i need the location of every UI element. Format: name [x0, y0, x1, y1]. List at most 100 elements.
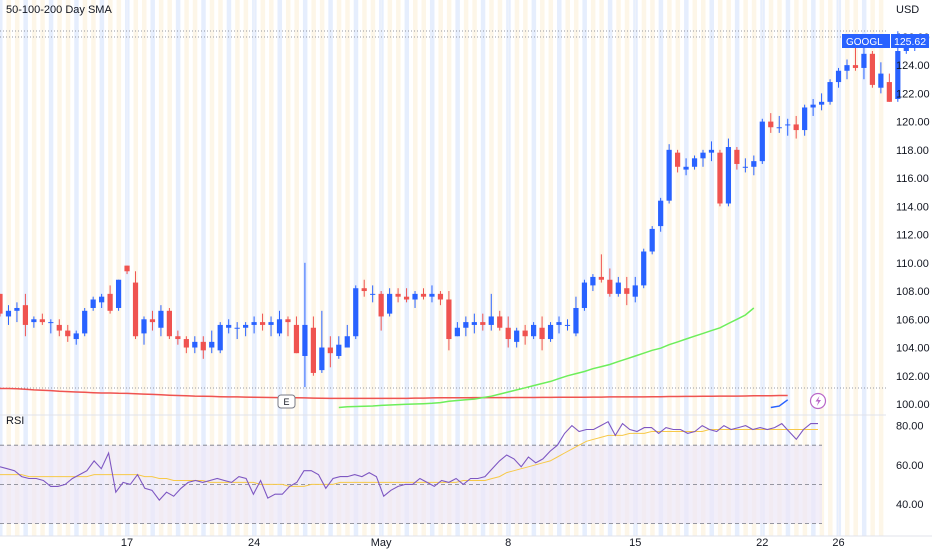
- rsi-pane: [0, 414, 886, 524]
- candle-body: [353, 288, 359, 337]
- candle-body: [717, 152, 723, 204]
- candle-body: [852, 65, 859, 68]
- candle-body: [319, 347, 325, 371]
- candle-body: [869, 53, 876, 85]
- session-shade: [853, 0, 858, 536]
- currency-label: USD: [896, 4, 919, 16]
- candle-body: [556, 322, 562, 325]
- earnings-marker[interactable]: E: [277, 394, 296, 409]
- candle-body: [82, 310, 88, 334]
- session-shade: [616, 0, 621, 536]
- candle-body: [395, 293, 401, 297]
- session-shade: [141, 0, 147, 536]
- candle-body: [437, 293, 444, 300]
- candle-body: [895, 51, 901, 100]
- session-shade: [14, 0, 20, 536]
- session-shade: [650, 0, 655, 536]
- price-tick-label: 124.00: [896, 60, 930, 72]
- session-shade: [489, 0, 494, 536]
- time-tick-label: 22: [756, 537, 768, 549]
- session-shade: [531, 0, 537, 536]
- candle-body: [827, 82, 833, 102]
- candle-body: [226, 324, 232, 328]
- session-shade: [590, 0, 596, 536]
- session-shade: [743, 0, 748, 536]
- candle-body: [175, 336, 181, 340]
- session-shade: [480, 0, 486, 536]
- session-shade: [472, 0, 477, 536]
- session-shade: [319, 0, 325, 536]
- session-shade: [235, 0, 240, 536]
- session-shade: [6, 0, 11, 536]
- candle-body: [878, 73, 884, 88]
- session-shade: [794, 0, 799, 536]
- time-tick-label: 17: [121, 537, 133, 549]
- session-shade: [497, 0, 503, 536]
- candle-body: [158, 310, 164, 328]
- candle-body: [22, 305, 29, 325]
- price-tick-label: 114.00: [896, 201, 929, 213]
- session-shade: [802, 0, 808, 536]
- session-shade: [624, 0, 630, 536]
- price-axis[interactable]: 100.00 102.00 104.00 106.00 108.00 110.00 112.…: [896, 32, 930, 511]
- session-shade: [777, 0, 782, 536]
- session-shade: [828, 0, 833, 536]
- candlestick-series: [0, 31, 918, 388]
- session-shade: [57, 0, 62, 536]
- alert-icon[interactable]: [809, 392, 827, 410]
- candle-body: [285, 319, 291, 323]
- session-shade: [845, 0, 850, 536]
- sma-blue-line: [770, 399, 789, 409]
- candle-body: [412, 293, 418, 300]
- session-shade: [328, 0, 333, 536]
- candle-body: [590, 276, 596, 286]
- session-shade: [768, 0, 774, 536]
- candle-body: [149, 319, 156, 323]
- candle-body: [90, 299, 96, 308]
- candle-body: [446, 299, 452, 340]
- candle-body: [183, 339, 189, 348]
- rsi-tick-label: 80.00: [896, 421, 924, 433]
- candle-body: [5, 310, 12, 317]
- session-shade: [785, 0, 791, 536]
- session-shade: [861, 0, 867, 536]
- session-shade: [269, 0, 274, 536]
- session-shade: [514, 0, 520, 536]
- candle-body: [564, 324, 571, 326]
- candle-body: [776, 127, 782, 129]
- candle-body: [336, 344, 342, 356]
- price-tick-label: 102.00: [896, 371, 930, 383]
- indicator-title[interactable]: 50-100-200 Day SMA: [6, 4, 112, 16]
- session-shade: [582, 0, 587, 536]
- candle-body: [632, 285, 638, 297]
- candle-body: [370, 293, 376, 295]
- candle-body: [454, 327, 460, 337]
- rsi-tick-label: 40.00: [896, 499, 924, 511]
- session-shade: [811, 0, 816, 536]
- session-shade: [692, 0, 698, 536]
- candle-body: [166, 310, 172, 337]
- session-shade: [158, 0, 164, 536]
- candle-body: [251, 322, 257, 325]
- time-tick-label: 15: [629, 537, 641, 549]
- session-shade: [726, 0, 731, 536]
- session-shade: [108, 0, 113, 536]
- rsi-title[interactable]: RSI: [6, 415, 24, 427]
- time-axis[interactable]: 17 24 May 8 15 22 26: [0, 535, 932, 549]
- session-shade: [243, 0, 249, 536]
- session-shade: [285, 0, 291, 536]
- candle-body: [132, 282, 139, 337]
- candle-body: [835, 70, 842, 83]
- price-tick-label: 110.00: [896, 258, 929, 270]
- sma-red-line: [0, 387, 788, 400]
- candle-body: [200, 341, 206, 351]
- session-shade: [751, 0, 757, 536]
- session-shade: [99, 0, 105, 536]
- rsi-tick-label: 60.00: [896, 460, 924, 472]
- candle-body: [234, 327, 240, 329]
- candle-body: [429, 293, 435, 297]
- ticker-label: GOOGL: [846, 37, 883, 48]
- candle-body: [785, 124, 791, 126]
- candle-body: [675, 152, 681, 167]
